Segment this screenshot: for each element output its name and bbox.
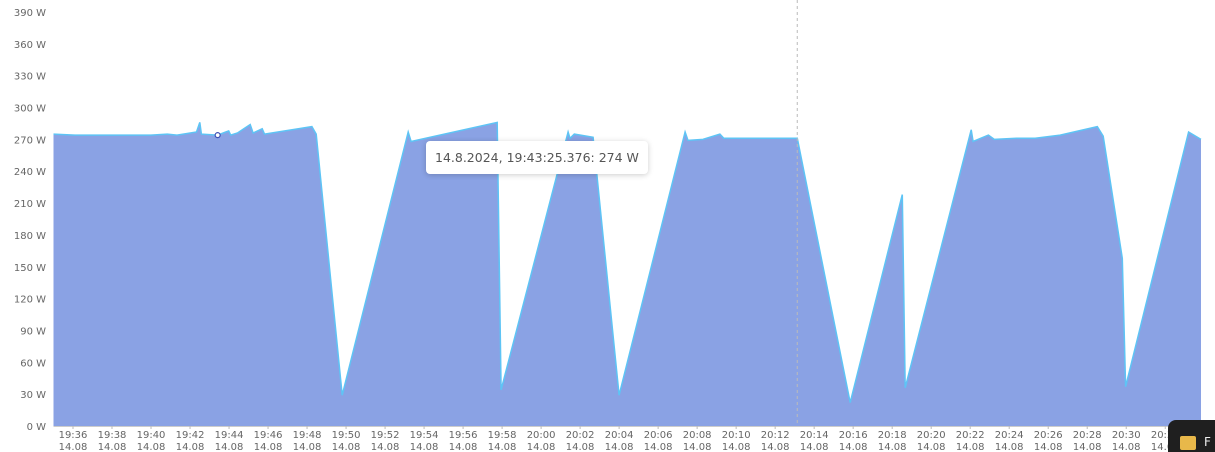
y-tick-label: 60 W [20,358,46,369]
y-tick-label: 390 W [14,8,46,19]
x-tick-label: 19:40 [137,430,166,441]
x-tick-date: 14.08 [956,442,985,452]
series-area [53,121,1202,427]
x-tick-date: 14.08 [1151,442,1180,452]
y-tick-label: 90 W [20,326,46,337]
x-tick-label: 20:16 [839,430,868,441]
x-tick-date: 14.08 [59,442,88,452]
x-tick-label: 19:42 [176,430,205,441]
x-tick-date: 14.08 [488,442,517,452]
x-tick-label: 20:04 [605,430,634,441]
x-tick-date: 14.08 [605,442,634,452]
x-tick-date: 14.08 [722,442,751,452]
x-tick-date: 14.08 [371,442,400,452]
x-tick-date: 14.08 [332,442,361,452]
x-tick-label: 20:26 [1034,430,1063,441]
x-tick-date: 14.08 [1034,442,1063,452]
x-tick-label: 19:58 [488,430,517,441]
x-tick-label: 20:08 [683,430,712,441]
y-tick-label: 0 W [27,422,47,433]
series-line [53,121,1202,403]
x-tick-label: 19:54 [410,430,439,441]
highlight-point [214,132,221,139]
x-tick-label: 20:30 [1112,430,1141,441]
y-tick-label: 300 W [14,104,46,115]
x-tick-date: 14.08 [878,442,907,452]
x-tick-label: 20:18 [878,430,907,441]
x-tick-label: 19:56 [449,430,478,441]
y-tick-label: 360 W [14,40,46,51]
x-axis: 19:3614.0819:3814.0819:4014.0819:4214.08… [53,426,1201,452]
x-tick-date: 14.08 [839,442,868,452]
x-tick-date: 14.08 [800,442,829,452]
x-tick-label: 20:20 [917,430,946,441]
x-tick-label: 20:32 [1151,430,1180,441]
y-tick-label: 330 W [14,72,46,83]
y-tick-label: 180 W [14,231,46,242]
x-tick-date: 14.08 [1073,442,1102,452]
x-tick-date: 14.08 [254,442,283,452]
overlay-popup[interactable]: F [1168,420,1215,452]
y-tick-label: 150 W [14,263,46,274]
x-tick-date: 14.08 [683,442,712,452]
x-tick-date: 14.08 [410,442,439,452]
tooltip: 14.8.2024, 19:43:25.376: 274 W [426,141,648,174]
x-tick-label: 19:48 [293,430,322,441]
x-tick-label: 20:22 [956,430,985,441]
x-tick-date: 14.08 [917,442,946,452]
y-tick-label: 270 W [14,135,46,146]
x-tick-date: 14.08 [995,442,1024,452]
x-tick-label: 19:50 [332,430,361,441]
y-axis: 0 W 30 W 60 W 90 W 120 W 150 W 180 W 210 W 240 W… [14,8,46,433]
overlay-text: F [1204,435,1211,449]
x-tick-date: 14.08 [293,442,322,452]
x-tick-label: 20:02 [566,430,595,441]
x-tick-label: 20:06 [644,430,673,441]
x-tick-date: 14.08 [644,442,673,452]
x-tick-date: 14.08 [137,442,166,452]
folder-icon [1180,436,1196,450]
x-tick-date: 14.08 [449,442,478,452]
x-tick-date: 14.08 [176,442,205,452]
y-tick-label: 210 W [14,199,46,210]
y-tick-label: 120 W [14,295,46,306]
x-tick-label: 20:00 [527,430,556,441]
x-tick-label: 20:10 [722,430,751,441]
x-tick-label: 20:14 [800,430,829,441]
x-tick-date: 14.08 [215,442,244,452]
x-tick-label: 19:38 [98,430,127,441]
x-tick-label: 20:24 [995,430,1024,441]
x-tick-date: 14.08 [527,442,556,452]
x-tick-label: 20:28 [1073,430,1102,441]
x-tick-label: 19:44 [215,430,244,441]
x-tick-label: 20:12 [761,430,790,441]
x-tick-label: 19:36 [59,430,88,441]
x-tick-date: 14.08 [566,442,595,452]
y-tick-label: 240 W [14,167,46,178]
y-tick-label: 30 W [20,390,46,401]
x-tick-date: 14.08 [1112,442,1141,452]
x-tick-date: 14.08 [761,442,790,452]
x-tick-label: 19:52 [371,430,400,441]
x-tick-label: 19:46 [254,430,283,441]
x-tick-date: 14.08 [98,442,127,452]
